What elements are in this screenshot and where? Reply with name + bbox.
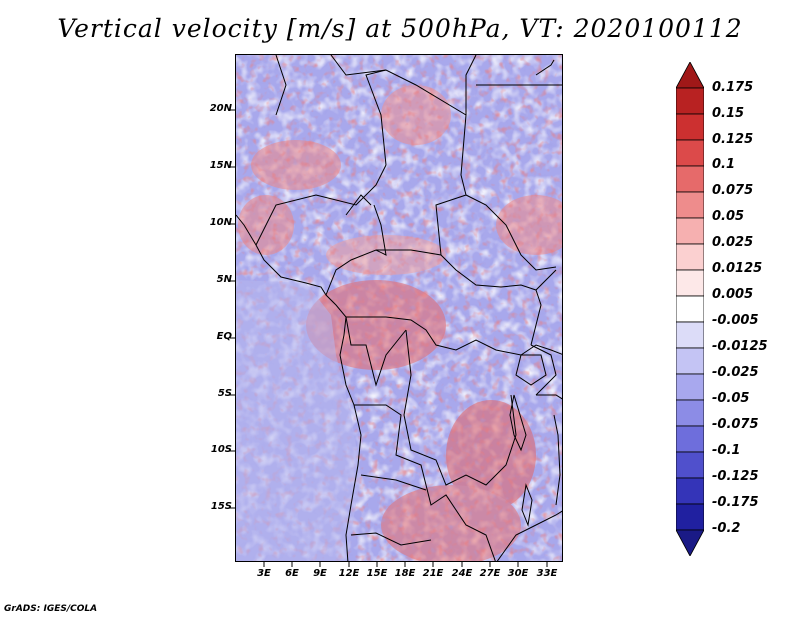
colorbar-label: -0.1	[712, 443, 741, 458]
colorbar-label: -0.05	[712, 391, 750, 406]
colorbar-box	[676, 347, 704, 375]
colorbar-label: -0.005	[712, 313, 759, 328]
lat-label-5n: 5N	[216, 274, 232, 285]
colorbar-box	[676, 87, 704, 115]
lat-label-eq: EQ	[216, 331, 232, 342]
colorbar-box	[676, 399, 704, 427]
colorbar-label: -0.175	[712, 495, 759, 510]
map-panel	[235, 54, 563, 562]
colorbar-box	[676, 451, 704, 479]
colorbar-box	[676, 321, 704, 349]
colorbar-bottom-triangle	[676, 529, 704, 556]
colorbar-label: -0.2	[712, 521, 741, 536]
axis-ticks	[230, 109, 548, 567]
lat-label-5s: 5S	[217, 388, 232, 399]
colorbar-label: 0.075	[712, 183, 754, 198]
colorbar-label: -0.0125	[712, 339, 768, 354]
colorbar-box	[676, 425, 704, 453]
lon-label-3e: 3E	[257, 568, 271, 579]
colorbar-label: 0.125	[712, 132, 754, 147]
colorbar-top-triangle	[676, 62, 704, 89]
lon-label-24e: 24E	[451, 568, 473, 579]
lon-label-15e: 15E	[366, 568, 388, 579]
colorbar-box	[676, 269, 704, 297]
colorbar-box	[676, 139, 704, 167]
lon-label-27e: 27E	[479, 568, 501, 579]
grads-credit: GrADS: IGES/COLA	[4, 604, 98, 614]
colorbar-label: 0.175	[712, 80, 754, 95]
lon-label-18e: 18E	[394, 568, 416, 579]
colorbar-label: 0.025	[712, 235, 754, 250]
colorbar-box	[676, 113, 704, 141]
country-borders	[236, 55, 562, 561]
colorbar-box	[676, 373, 704, 401]
lon-label-12e: 12E	[338, 568, 360, 579]
atlantic-ocean-area	[236, 280, 361, 561]
colorbar-box	[676, 503, 704, 531]
lat-label-10s: 10S	[210, 444, 232, 455]
colorbar-label: -0.025	[712, 365, 759, 380]
colorbar-label: 0.1	[712, 157, 736, 172]
lat-label-15n: 15N	[209, 160, 232, 171]
colorbar-label: -0.075	[712, 417, 759, 432]
lon-label-9e: 9E	[313, 568, 327, 579]
colorbar-box	[676, 243, 704, 271]
colorbar-box	[676, 295, 704, 323]
lon-label-6e: 6E	[285, 568, 299, 579]
colorbar-label: 0.0125	[712, 261, 763, 276]
colorbar	[676, 62, 704, 556]
colorbar-box	[676, 165, 704, 193]
colorbar-label: 0.005	[712, 287, 754, 302]
lon-label-33e: 33E	[536, 568, 558, 579]
lat-label-10n: 10N	[209, 217, 232, 228]
colorbar-box	[676, 191, 704, 219]
lon-label-21e: 21E	[422, 568, 444, 579]
vertical-velocity-field	[236, 55, 562, 561]
lat-label-20n: 20N	[209, 103, 232, 114]
map-title: Vertical velocity [m/s] at 500hPa, VT: 2…	[57, 14, 743, 43]
lat-label-15s: 15S	[210, 501, 232, 512]
lon-label-30e: 30E	[507, 568, 529, 579]
colorbar-label: -0.125	[712, 469, 759, 484]
colorbar-box	[676, 217, 704, 245]
colorbar-label: 0.05	[712, 209, 745, 224]
colorbar-label: 0.15	[712, 106, 745, 121]
colorbar-box	[676, 477, 704, 505]
